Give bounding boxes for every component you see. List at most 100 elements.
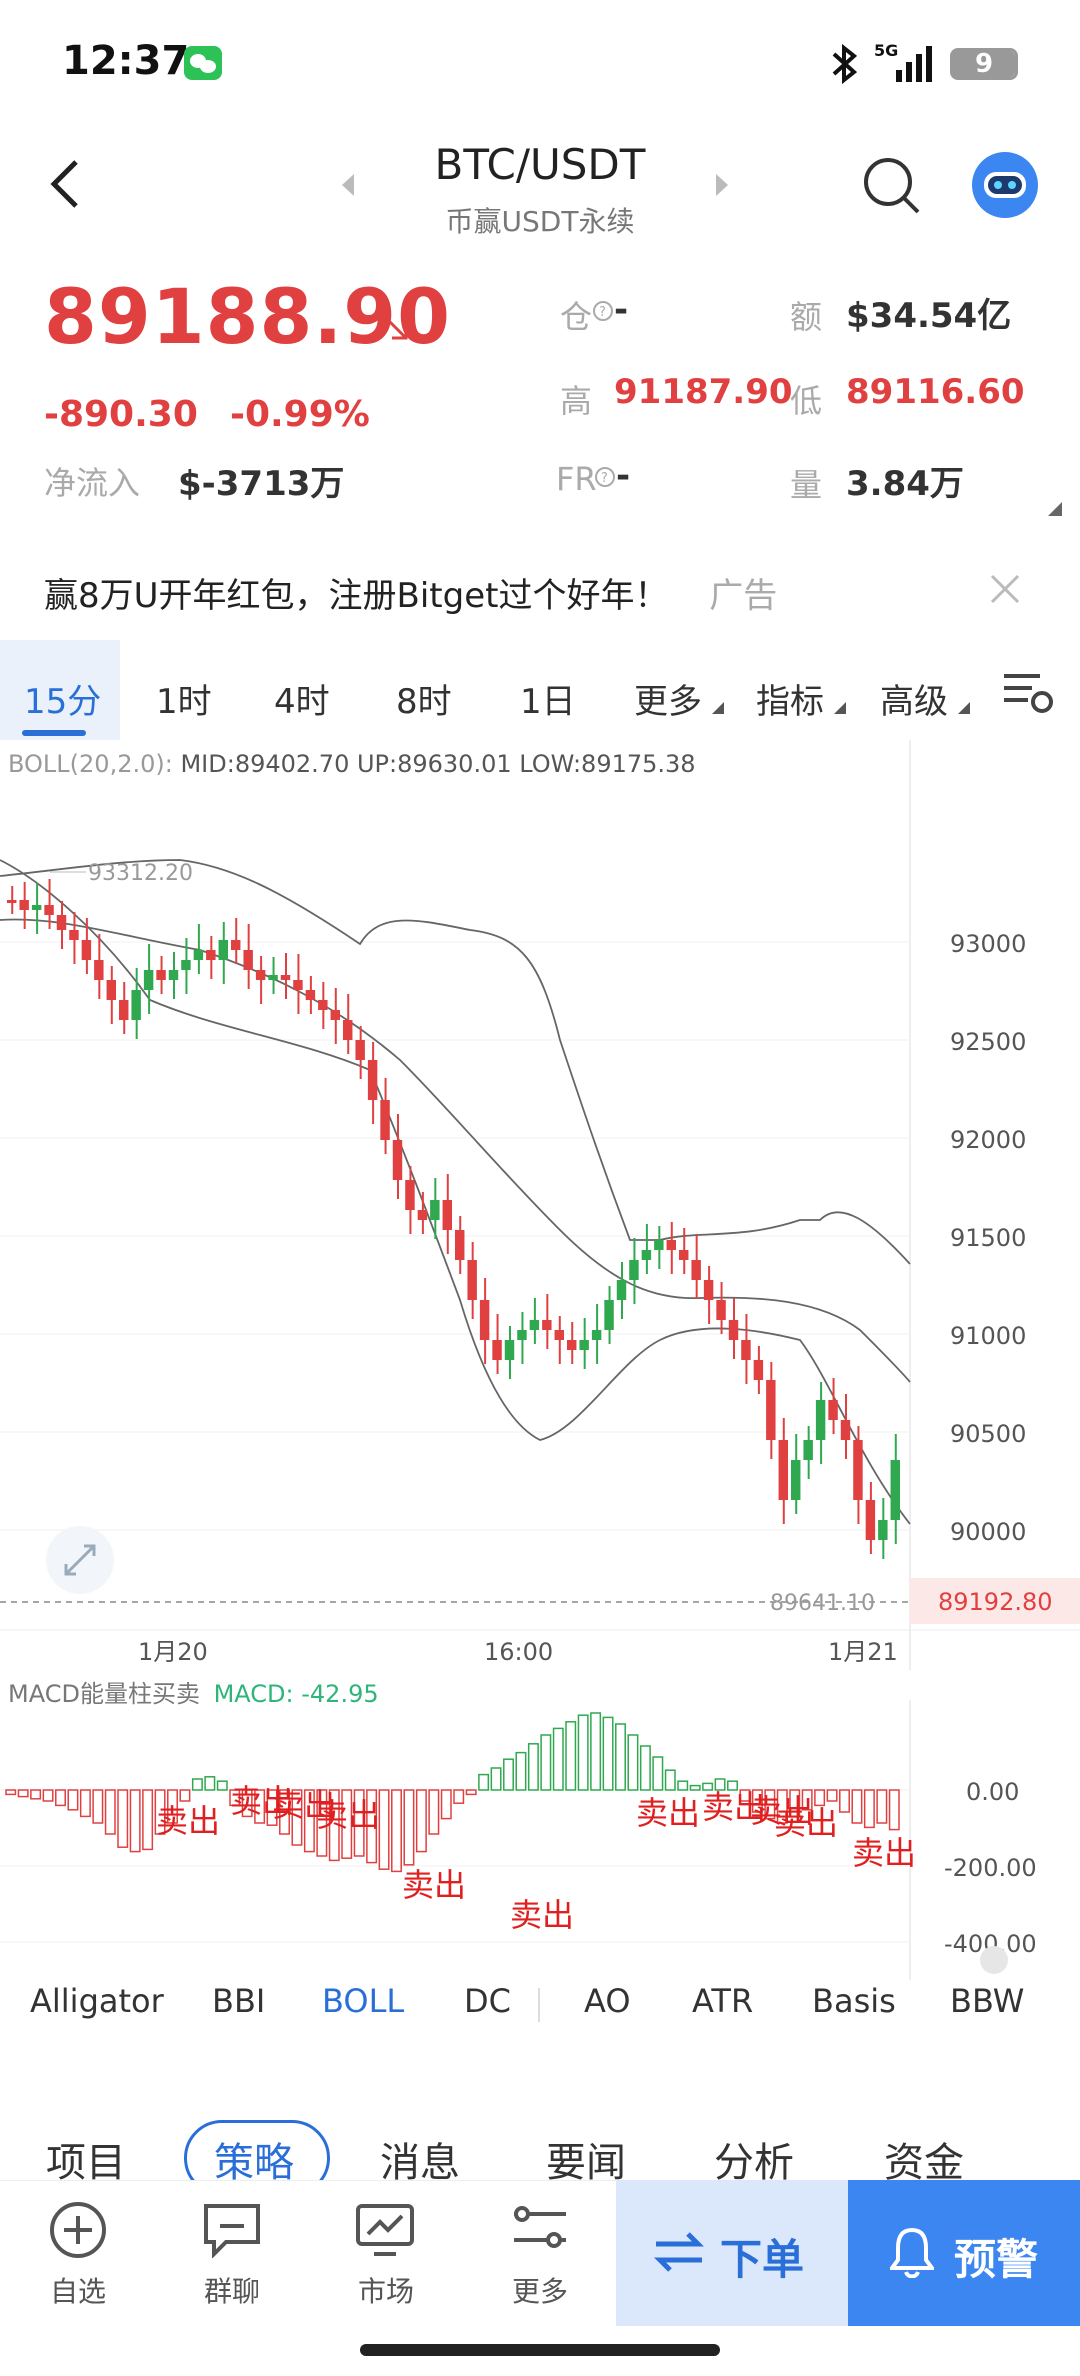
group-chat-icon[interactable] bbox=[202, 2202, 262, 2258]
sell-signal: 卖出 bbox=[636, 1794, 700, 1832]
macd-bar bbox=[353, 1789, 365, 1857]
more-icon[interactable] bbox=[510, 2204, 570, 2256]
indicator-dc[interactable]: DC bbox=[464, 1982, 511, 2020]
indicator-atr[interactable]: ATR bbox=[692, 1982, 754, 2020]
candle-body bbox=[293, 980, 303, 990]
x-tick: 16:00 bbox=[484, 1638, 553, 1666]
candle-body bbox=[255, 970, 266, 980]
macd-bar bbox=[117, 1789, 129, 1848]
sell-signal: 卖出 bbox=[156, 1802, 220, 1840]
candle-body bbox=[405, 1180, 415, 1210]
candle-body bbox=[878, 1520, 888, 1540]
indicator-basis[interactable]: Basis bbox=[812, 1982, 896, 2020]
macd-bar bbox=[465, 1789, 477, 1796]
macd-bar bbox=[689, 1784, 701, 1791]
tab-indicators[interactable]: 指标 bbox=[756, 682, 824, 722]
tab-more[interactable]: 更多 bbox=[634, 682, 702, 722]
candle-body bbox=[193, 950, 204, 960]
home-indicator[interactable] bbox=[360, 2344, 720, 2356]
pair-title[interactable]: BTC/USDT bbox=[434, 140, 646, 189]
y-tick: 91500 bbox=[950, 1224, 1026, 1252]
indicator-ao[interactable]: AO bbox=[584, 1982, 631, 2020]
subnav-projects[interactable]: 项目 bbox=[46, 2140, 126, 2186]
order-button[interactable]: 下单 bbox=[616, 2180, 848, 2326]
macd-bar bbox=[540, 1734, 552, 1791]
tab-1h[interactable]: 1时 bbox=[156, 682, 212, 722]
macd-bar bbox=[702, 1782, 714, 1791]
indicator-alligator[interactable]: Alligator bbox=[30, 1982, 164, 2020]
subnav-funds[interactable]: 资金 bbox=[884, 2140, 964, 2186]
candle-body bbox=[243, 950, 253, 970]
signal-icon: 5G bbox=[874, 41, 932, 82]
expand-corner-icon[interactable] bbox=[1048, 502, 1062, 516]
macd-bar bbox=[727, 1780, 738, 1791]
tab-8h[interactable]: 8时 bbox=[396, 682, 452, 722]
macd-bar bbox=[751, 1789, 763, 1813]
tab-15m[interactable]: 15分 bbox=[24, 682, 102, 722]
alert-button[interactable]: 预警 bbox=[848, 2180, 1080, 2326]
macd-bar bbox=[17, 1789, 29, 1798]
nav-chat[interactable]: 群聊 bbox=[203, 2275, 260, 2308]
battery-icon: 9 bbox=[950, 48, 1018, 80]
candle-body bbox=[766, 1380, 776, 1440]
robot-assistant-icon[interactable] bbox=[970, 150, 1040, 220]
tab-advanced[interactable]: 高级 bbox=[880, 682, 948, 722]
tab-1d[interactable]: 1日 bbox=[520, 682, 576, 722]
nav-market[interactable]: 市场 bbox=[357, 2275, 414, 2308]
macd-bar bbox=[303, 1789, 315, 1853]
subnav-messages[interactable]: 消息 bbox=[380, 2140, 460, 2186]
svg-text:?: ? bbox=[601, 471, 608, 486]
candle-body bbox=[131, 990, 141, 1020]
macd-bar bbox=[503, 1758, 514, 1791]
prev-pair-icon[interactable] bbox=[338, 172, 358, 198]
close-icon[interactable] bbox=[988, 572, 1022, 606]
help-icon[interactable]: ? bbox=[594, 466, 616, 488]
candle-body bbox=[591, 1330, 602, 1340]
nav-more[interactable]: 更多 bbox=[511, 2275, 568, 2308]
candlestick-chart[interactable]: 93312.20 89641.10 89192.80 93000 92500 9… bbox=[0, 740, 1080, 1670]
alert-label: 预警 bbox=[954, 2235, 1039, 2284]
candle-body bbox=[504, 1340, 515, 1360]
boll-values: MID:89402.70 UP:89630.01 LOW:89175.38 bbox=[180, 750, 696, 778]
timeframe-tabs bbox=[0, 640, 1080, 740]
indicator-boll[interactable]: BOLL bbox=[322, 1982, 405, 2020]
macd-bar bbox=[627, 1734, 639, 1791]
chart-settings-icon[interactable] bbox=[1002, 670, 1054, 716]
indicator-bbw[interactable]: BBW bbox=[950, 1982, 1025, 2020]
back-icon[interactable] bbox=[46, 158, 86, 210]
tab-4h[interactable]: 4时 bbox=[274, 682, 330, 722]
subnav-analysis[interactable]: 分析 bbox=[714, 2140, 794, 2186]
macd-bar bbox=[316, 1789, 328, 1857]
help-icon[interactable]: ? bbox=[592, 300, 614, 322]
macd-chart[interactable]: 卖出 卖出 卖出 卖出 卖出 卖出 卖出 卖出 卖出 卖出 卖出 0.00 -2… bbox=[0, 1700, 1080, 1980]
search-icon[interactable] bbox=[860, 154, 924, 218]
candle-body bbox=[567, 1340, 577, 1350]
macd-histogram bbox=[5, 1712, 900, 1873]
min-price-label: 89641.10 bbox=[770, 1591, 875, 1616]
sell-signal: 卖出 bbox=[510, 1896, 574, 1934]
macd-bar bbox=[453, 1789, 465, 1804]
macd-bar bbox=[241, 1789, 253, 1818]
subnav-strategy[interactable]: 策略 bbox=[214, 2140, 294, 2186]
nav-watchlist[interactable]: 自选 bbox=[49, 2275, 106, 2308]
subnav-news[interactable]: 要闻 bbox=[546, 2140, 626, 2186]
ad-banner[interactable]: 赢8万U开年红包，注册Bitget过个好年！ 广告 bbox=[44, 568, 777, 617]
candle-body bbox=[778, 1440, 788, 1500]
macd-bar bbox=[341, 1789, 353, 1859]
macd-value: MACD: -42.95 bbox=[213, 1680, 379, 1708]
next-pair-icon[interactable] bbox=[712, 172, 732, 198]
ad-text[interactable]: 赢8万U开年红包，注册Bitget过个好年！ bbox=[44, 576, 669, 616]
fullscreen-icon[interactable] bbox=[46, 1526, 114, 1594]
indicator-bbi[interactable]: BBI bbox=[212, 1982, 266, 2020]
add-watchlist-icon[interactable] bbox=[48, 2200, 108, 2260]
macd-bar bbox=[515, 1751, 527, 1791]
candle-body bbox=[119, 1000, 129, 1020]
macd-bar bbox=[42, 1789, 54, 1802]
candle-body bbox=[280, 975, 291, 980]
candle-body bbox=[791, 1460, 801, 1500]
y-tick: 90500 bbox=[950, 1420, 1026, 1448]
boll-legend: BOLL(20,2.0): MID:89402.70 UP:89630.01 L… bbox=[8, 750, 696, 778]
market-icon[interactable] bbox=[354, 2202, 416, 2258]
pair-subtitle: 币赢USDT永续 bbox=[445, 205, 635, 238]
status-bar: 12:37 5G 9 bbox=[0, 0, 1080, 120]
